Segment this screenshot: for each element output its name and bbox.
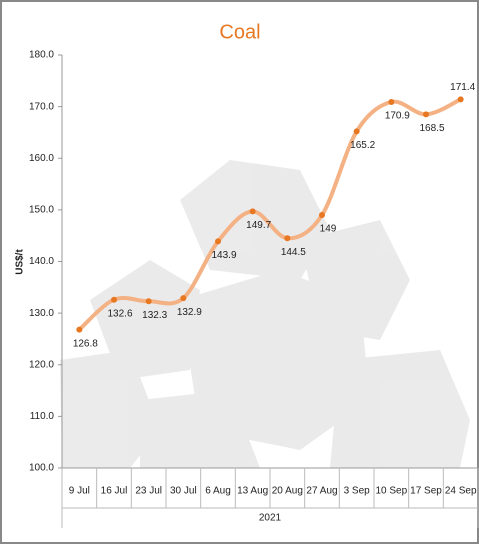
x-tick-label: 20 Aug (272, 486, 303, 497)
point-marker (249, 208, 256, 215)
point-marker (423, 111, 429, 118)
point-marker (215, 238, 221, 245)
x-tick-label: 23 Jul (135, 486, 162, 497)
y-tick-label: 120.0 (29, 359, 54, 370)
y-tick-label: 130.0 (29, 308, 54, 319)
data-label: 149.7 (246, 220, 271, 231)
chart-title: Coal (219, 21, 260, 43)
x-tick-label: 9 Jul (69, 486, 90, 497)
background-image (60, 160, 470, 468)
group-label: 2021 (259, 513, 282, 524)
point-marker (111, 296, 117, 303)
x-tick-label: 27 Aug (306, 486, 337, 497)
data-label: 132.3 (142, 310, 167, 321)
point-marker (145, 298, 152, 305)
x-tick-label: 13 Aug (237, 486, 268, 497)
x-tick-label: 30 Jul (170, 486, 197, 497)
point-marker (284, 235, 291, 242)
x-tick-label: 6 Aug (205, 486, 231, 497)
y-tick-label: 150.0 (29, 205, 54, 216)
data-label: 171.4 (450, 82, 475, 93)
y-axis-label: US$/t (15, 249, 26, 275)
data-label: 132.6 (107, 308, 132, 319)
x-tick-label: 10 Sep (375, 486, 407, 497)
data-label: 144.5 (281, 247, 306, 258)
data-label: 132.9 (177, 307, 202, 318)
point-marker (180, 295, 187, 302)
point-marker (388, 98, 395, 105)
y-tick-label: 160.0 (29, 153, 54, 164)
x-tick-label: 17 Sep (410, 486, 442, 497)
x-tick-label: 16 Jul (101, 486, 128, 497)
x-tick-label: 3 Sep (344, 486, 371, 497)
point-marker (76, 326, 83, 333)
data-label: 165.2 (350, 140, 375, 151)
point-marker (353, 128, 360, 135)
data-label: 168.5 (419, 123, 444, 134)
y-tick-label: 140.0 (29, 256, 54, 267)
point-marker (319, 212, 325, 219)
data-label: 170.9 (385, 111, 410, 122)
data-label: 149 (320, 224, 337, 235)
y-tick-label: 100.0 (29, 463, 54, 474)
data-label: 143.9 (211, 250, 236, 261)
y-tick-label: 110.0 (30, 411, 55, 422)
point-marker (457, 96, 464, 103)
data-label: 126.8 (73, 338, 98, 349)
y-tick-label: 170.0 (29, 101, 54, 112)
y-tick-label: 180.0 (29, 50, 54, 61)
x-tick-label: 24 Sep (445, 486, 477, 497)
